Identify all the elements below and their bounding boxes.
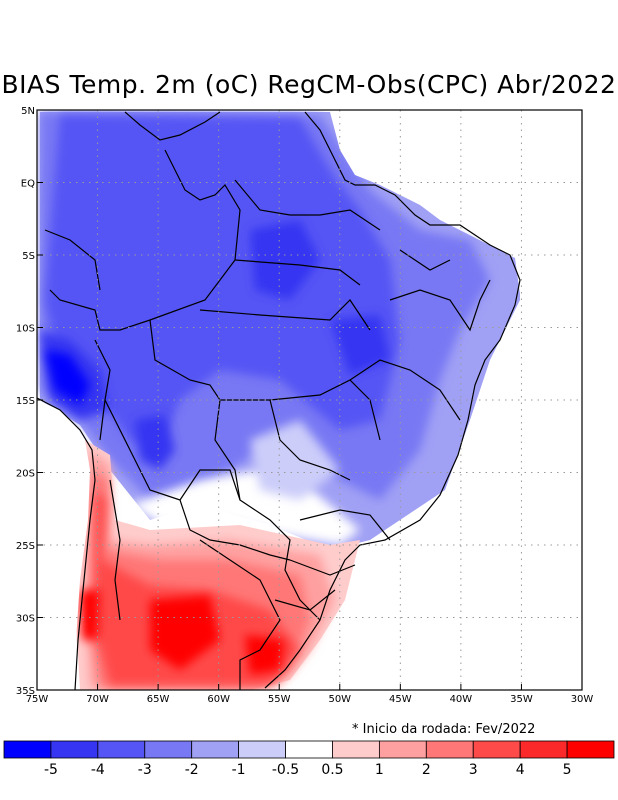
lat-tick-label: EQ (21, 179, 35, 190)
colorbar-swatch (238, 740, 286, 759)
colorbar-swatch (566, 740, 615, 759)
lon-tick-label: 45W (389, 694, 412, 705)
argentina-border (109, 479, 281, 690)
colorbar-swatch (472, 740, 521, 759)
axis-ticks (36, 109, 583, 691)
lat-tick-label: 15S (16, 396, 35, 407)
bias-layer-minus-4d (330, 315, 390, 375)
lat-tick-label: 20S (16, 469, 35, 480)
colorbar-swatch (97, 740, 146, 759)
colorbar-swatch (519, 740, 568, 759)
lon-axis: 75W 70W 65W 60W 55W 50W 45W 40W 35W 30W (26, 694, 594, 705)
colorbar-label: -2 (185, 762, 199, 778)
bias-layer-minus-4c (250, 220, 320, 300)
lat-tick-label: 5S (22, 251, 35, 262)
bias-layer-near-zero-b (250, 420, 340, 500)
bias-layer-plus-5 (80, 590, 285, 675)
brazil-border (49, 149, 321, 621)
colorbar-swatch (285, 740, 333, 759)
west-coast (36, 397, 96, 691)
lon-tick-label: 40W (450, 694, 473, 705)
lon-tick-label: 65W (147, 694, 170, 705)
lon-tick-label: 55W (268, 694, 291, 705)
bias-field (37, 112, 582, 690)
colorbar-label: 1 (375, 762, 384, 778)
andes-border (44, 229, 111, 441)
bolivia-paraguay (104, 399, 291, 561)
colorbar-label: 3 (469, 762, 478, 778)
colorbar-label: -1 (232, 762, 246, 778)
colorbar (3, 740, 615, 759)
colorbar-label: -4 (91, 762, 105, 778)
bias-layer-minus-4b (135, 415, 175, 470)
colorbar-label: 5 (563, 762, 572, 778)
colorbar-label: -3 (138, 762, 152, 778)
colorbar-swatch (3, 740, 52, 759)
lat-tick-label: 35S (16, 686, 35, 697)
map-title: BIAS Temp. 2m (oC) RegCM-Obs(CPC) Abr/20… (1, 70, 617, 99)
colorbar-labels: -5 -4 -3 -2 -1 -0.5 0.5 1 2 3 4 5 (44, 762, 572, 778)
lat-tick-label: 25S (16, 541, 35, 552)
lon-tick-label: 35W (510, 694, 533, 705)
bias-layer-minus-3 (45, 115, 400, 450)
lat-tick-label: 10S (16, 324, 35, 335)
lon-tick-label: 70W (86, 694, 109, 705)
colorbar-swatch (378, 740, 427, 759)
lon-tick-label: 60W (207, 694, 230, 705)
colorbar-label: -0.5 (272, 762, 299, 778)
lat-axis: 5N EQ 5S 10S 15S 20S 25S 30S 35S (16, 106, 35, 697)
colorbar-swatch (144, 740, 193, 759)
states-north (199, 179, 381, 331)
states-south (274, 249, 491, 611)
colorbar-label: 2 (422, 762, 431, 778)
lon-tick-label: 50W (328, 694, 351, 705)
bias-layer-minus-5 (45, 350, 90, 405)
colorbar-swatch (50, 740, 99, 759)
lon-tick-label: 75W (26, 694, 49, 705)
colorbar-label: 0.5 (321, 762, 343, 778)
colorbar-swatch (425, 740, 474, 759)
colorbar-swatch (191, 740, 240, 759)
colorbar-label: -5 (44, 762, 58, 778)
colorbar-swatch (332, 740, 380, 759)
coastline (124, 111, 521, 689)
colorbar-label: 4 (516, 762, 525, 778)
lat-tick-label: 30S (16, 614, 35, 625)
lat-tick-label: 5N (21, 106, 35, 117)
run-start-note: * Inicio da rodada: Fev/2022 (352, 722, 535, 737)
lon-tick-label: 30W (571, 694, 594, 705)
